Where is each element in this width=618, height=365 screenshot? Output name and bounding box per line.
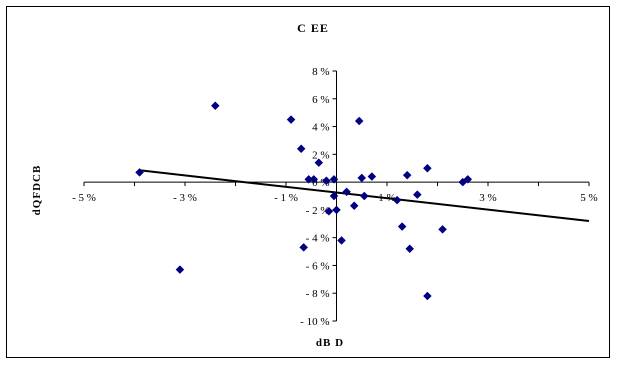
data-point <box>135 168 144 177</box>
data-point <box>423 291 432 301</box>
data-point <box>357 173 367 183</box>
data-point <box>299 243 309 252</box>
data-point <box>314 158 324 168</box>
y-axis-label: dQFDCB <box>31 165 43 216</box>
data-point <box>286 115 296 124</box>
data-points <box>135 101 473 301</box>
data-point <box>438 224 447 234</box>
data-point <box>329 191 339 201</box>
data-point <box>175 265 185 274</box>
x-tick-label: 3 % <box>479 192 496 204</box>
y-tick-label: - 10 % <box>300 316 329 328</box>
y-tick-label: 4 % <box>312 122 329 134</box>
x-tick-label: 5 % <box>580 192 597 204</box>
y-tick-label: - 4 % <box>306 233 330 245</box>
data-point <box>423 163 432 173</box>
y-tick-label: - 2 % <box>306 205 330 217</box>
data-point <box>367 172 377 181</box>
axes <box>83 70 590 322</box>
x-axis-label: dB D <box>316 337 344 349</box>
data-point <box>332 205 341 215</box>
data-point <box>412 190 422 199</box>
data-point <box>322 176 331 186</box>
data-point <box>337 236 346 245</box>
data-point <box>309 174 319 184</box>
scatter-chart: C EE dQFDCB dB D 8 %6 %4 %2 %0 %- 2 %- 4… <box>31 21 598 349</box>
y-tick-label: 8 % <box>312 66 329 78</box>
y-tick-label: - 8 % <box>306 288 330 300</box>
chart-frame: C EE dQFDCB dB D 8 % 6 % 4 % 2 % 0 % - 2 % - 4… <box>6 6 610 358</box>
chart-title: C EE <box>297 21 329 35</box>
y-tick-label: 6 % <box>312 94 329 106</box>
data-point <box>405 244 415 254</box>
x-tick-label: - 5 % <box>72 192 96 204</box>
y-tick-label: 2 % <box>312 149 329 161</box>
x-tick-label: - 1 % <box>274 192 298 204</box>
data-point <box>463 174 473 184</box>
x-tick-label: - 3 % <box>173 192 197 204</box>
data-point <box>397 222 407 231</box>
data-point <box>329 174 339 184</box>
data-point <box>324 206 334 216</box>
data-point <box>359 191 369 201</box>
data-point <box>354 116 364 126</box>
data-point <box>210 101 220 111</box>
y-axis-label-group: dQFDCB <box>31 165 43 216</box>
y-tick-label: - 6 % <box>306 260 330 272</box>
data-point <box>342 187 351 197</box>
data-point <box>392 195 402 205</box>
data-point <box>349 201 359 211</box>
data-point <box>402 170 412 180</box>
data-point <box>296 144 306 154</box>
